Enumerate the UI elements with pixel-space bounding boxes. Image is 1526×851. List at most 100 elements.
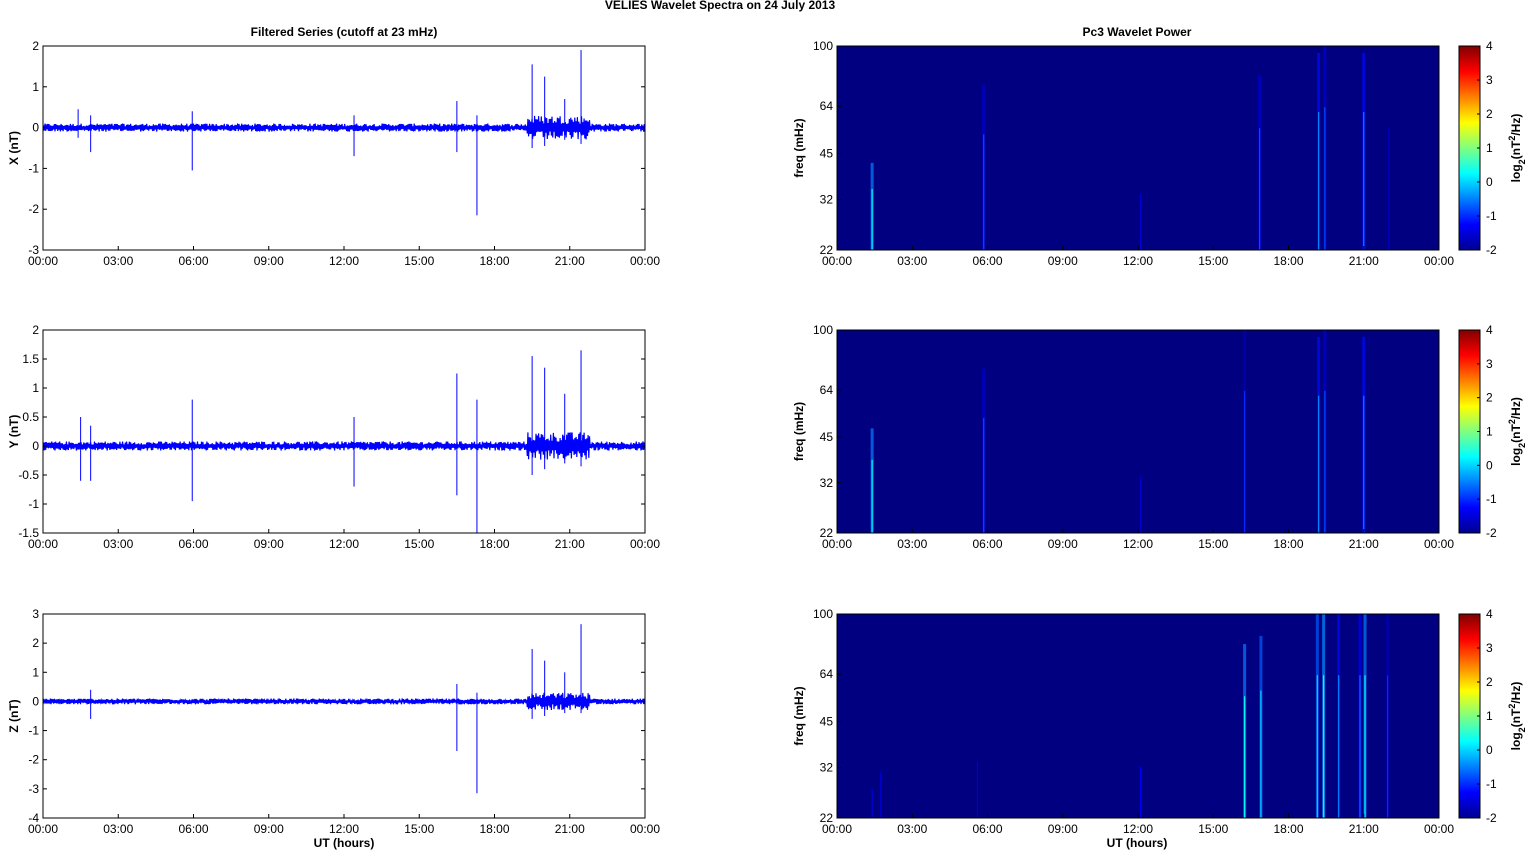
x-xtick-label: 18:00 xyxy=(1273,822,1303,836)
x-xtick-label: 18:00 xyxy=(1273,537,1303,551)
ytick-label: 100 xyxy=(813,607,833,621)
x-xtick-label: 06:00 xyxy=(178,822,208,836)
ylabel: Z (nT) xyxy=(7,699,21,732)
ylabel: freq (mHz) xyxy=(792,118,806,177)
x-xtick-label: 12:00 xyxy=(1123,254,1153,268)
x-xtick-label: 00:00 xyxy=(1424,822,1454,836)
ytick-label: 45 xyxy=(820,147,834,161)
heatmap-streak-core xyxy=(1318,395,1320,533)
left-xlabel: UT (hours) xyxy=(314,836,375,850)
figure-suptitle: VELIES Wavelet Spectra on 24 July 2013 xyxy=(605,0,836,12)
heatmap-streak-core xyxy=(1338,675,1340,818)
colorbar-tick-label: 1 xyxy=(1486,141,1493,155)
heatmap-streak-core xyxy=(1139,193,1142,250)
colorbar-tick-label: 0 xyxy=(1486,743,1493,757)
heatmap-streak-core xyxy=(983,417,985,533)
heatmap-streak-core xyxy=(880,771,882,818)
x-xtick-label: 00:00 xyxy=(630,537,660,551)
ytick-label: -1.5 xyxy=(18,526,39,540)
x-xtick-label: 03:00 xyxy=(897,537,927,551)
ytick-label: 32 xyxy=(820,761,834,775)
colorbar-tick-label: -2 xyxy=(1486,526,1497,540)
ytick-label: 45 xyxy=(820,430,834,444)
ytick-label: 100 xyxy=(813,39,833,53)
heatmap-background xyxy=(837,330,1439,533)
x-xtick-label: 21:00 xyxy=(555,537,585,551)
ytick-label: 64 xyxy=(820,383,834,397)
ytick-label: 22 xyxy=(820,526,834,540)
colorbar-tick-label: -2 xyxy=(1486,811,1497,825)
heatmap-streak-core xyxy=(1259,128,1261,250)
colorbar xyxy=(1458,613,1481,819)
line-plot-area xyxy=(43,330,645,533)
ytick-label: -2 xyxy=(28,202,39,216)
heatmap-streak-core xyxy=(1363,112,1365,250)
x-xtick-label: 09:00 xyxy=(254,254,284,268)
colorbar-tick-label: 4 xyxy=(1486,39,1493,53)
ytick-label: 2 xyxy=(32,323,39,337)
ytick-label: 45 xyxy=(820,715,834,729)
heatmap-streak-core xyxy=(1386,675,1389,818)
x-xtick-label: 03:00 xyxy=(897,822,927,836)
ytick-label: 0 xyxy=(32,694,39,708)
colorbar-tick-label: 2 xyxy=(1486,107,1493,121)
chart-panels: -3 -2 -1 0 1 2 00:00 03:00 06:00 09:00 12:00 15:00 1… xyxy=(7,39,1526,836)
heatmap-streak-core xyxy=(1324,390,1326,533)
heatmap-streak-core xyxy=(1244,696,1246,818)
ytick-label: 64 xyxy=(820,667,834,681)
x-xtick-label: 09:00 xyxy=(1048,822,1078,836)
x-xtick-label: 06:00 xyxy=(972,537,1002,551)
x-xtick-label: 21:00 xyxy=(555,254,585,268)
x-xtick-label: 00:00 xyxy=(822,537,852,551)
x-xtick-label: 12:00 xyxy=(329,537,359,551)
ytick-label: 32 xyxy=(820,193,834,207)
ytick-label: 1.5 xyxy=(22,352,39,366)
colorbar-label: log2(nT2/Hz) xyxy=(1507,114,1526,183)
heatmap-streak-core xyxy=(1139,766,1142,818)
heatmap-streak-core xyxy=(1364,675,1366,818)
x-xtick-label: 21:00 xyxy=(1349,537,1379,551)
colorbar xyxy=(1458,329,1481,534)
heatmap-streak-core xyxy=(871,459,873,533)
x-xtick-label: 15:00 xyxy=(1198,822,1228,836)
ytick-label: 0.5 xyxy=(22,410,39,424)
colorbar-tick-label: 3 xyxy=(1486,73,1493,87)
x-xtick-label: 18:00 xyxy=(1273,254,1303,268)
colorbar-label: log2(nT2/Hz) xyxy=(1507,682,1526,751)
ytick-label: -2 xyxy=(28,753,39,767)
ylabel: Y (nT) xyxy=(7,415,21,449)
x-xtick-label: 00:00 xyxy=(28,537,58,551)
x-xtick-label: 09:00 xyxy=(254,822,284,836)
colorbar-tick-label: 3 xyxy=(1486,641,1493,655)
x-xtick-label: 03:00 xyxy=(103,822,133,836)
ytick-label: -3 xyxy=(28,782,39,796)
ylabel: freq (mHz) xyxy=(792,402,806,461)
x-xtick-label: 09:00 xyxy=(1048,537,1078,551)
ytick-label: -1 xyxy=(28,724,39,738)
x-xtick-label: 03:00 xyxy=(103,537,133,551)
ytick-label: 2 xyxy=(32,39,39,53)
ytick-label: 3 xyxy=(32,607,39,621)
heatmap-streak-core xyxy=(1363,395,1365,533)
ytick-label: 0 xyxy=(32,439,39,453)
ylabel: X (nT) xyxy=(7,131,21,165)
colorbar-tick-label: 4 xyxy=(1486,607,1493,621)
x-xtick-label: 06:00 xyxy=(972,254,1002,268)
heatmap-streak-core xyxy=(1139,476,1142,533)
ytick-label: -4 xyxy=(28,811,39,825)
colorbar-label: log2(nT2/Hz) xyxy=(1507,397,1526,466)
heatmap-streak-core xyxy=(1316,675,1318,818)
x-xtick-label: 18:00 xyxy=(479,254,509,268)
ytick-label: -1 xyxy=(28,497,39,511)
left-column-title: Filtered Series (cutoff at 23 mHz) xyxy=(251,25,438,39)
heatmap-streak-core xyxy=(1359,675,1361,818)
x-xtick-label: 15:00 xyxy=(404,254,434,268)
colorbar-tick-label: -2 xyxy=(1486,243,1497,257)
x-xtick-label: 00:00 xyxy=(630,822,660,836)
colorbar-tick-label: 2 xyxy=(1486,675,1493,689)
x-xtick-label: 00:00 xyxy=(28,254,58,268)
x-xtick-label: 15:00 xyxy=(1198,254,1228,268)
x-xtick-label: 18:00 xyxy=(479,537,509,551)
x-xtick-label: 21:00 xyxy=(1349,254,1379,268)
ytick-label: 100 xyxy=(813,323,833,337)
